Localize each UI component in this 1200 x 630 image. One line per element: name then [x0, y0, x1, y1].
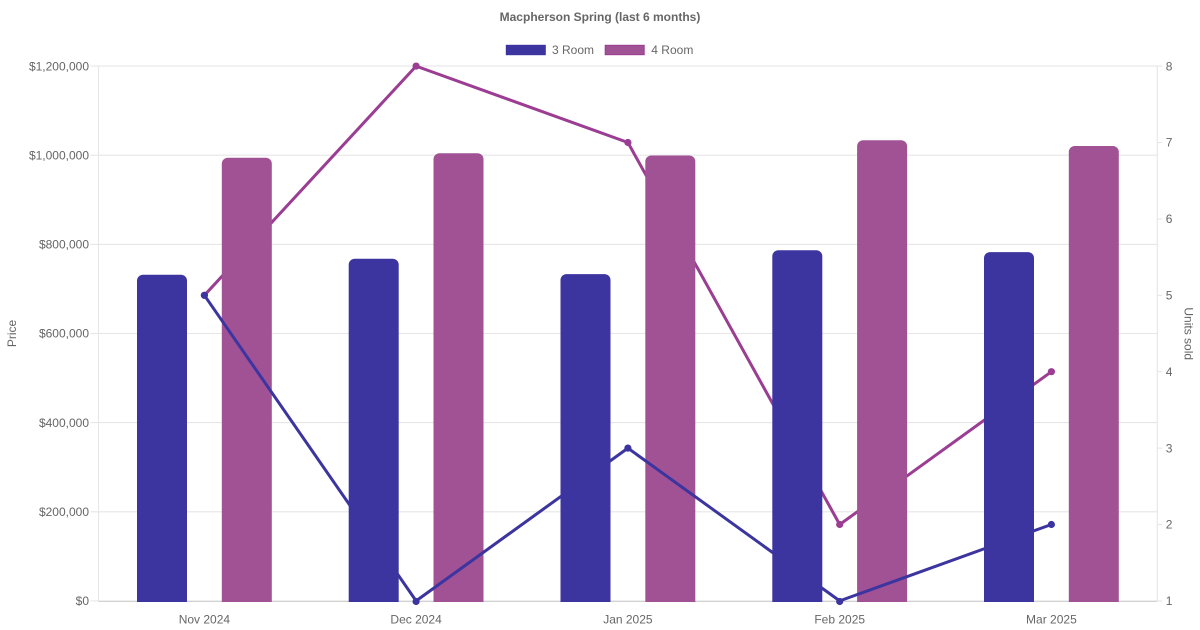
svg-text:2: 2 — [1166, 518, 1173, 532]
svg-text:4 Room: 4 Room — [651, 43, 693, 57]
svg-text:Price: Price — [5, 320, 19, 348]
svg-text:Feb 2025: Feb 2025 — [814, 612, 865, 626]
svg-text:Units sold: Units sold — [1182, 307, 1196, 360]
svg-text:8: 8 — [1166, 59, 1173, 73]
svg-text:3: 3 — [1166, 441, 1173, 455]
svg-text:Jan 2025: Jan 2025 — [603, 612, 653, 626]
svg-text:$200,000: $200,000 — [39, 505, 89, 519]
svg-text:$800,000: $800,000 — [39, 238, 89, 252]
svg-text:1: 1 — [1166, 594, 1173, 608]
svg-text:4: 4 — [1166, 365, 1173, 379]
svg-text:Mar 2025: Mar 2025 — [1026, 612, 1077, 626]
svg-text:$600,000: $600,000 — [39, 327, 89, 341]
svg-text:3 Room: 3 Room — [552, 43, 594, 57]
svg-text:Dec 2024: Dec 2024 — [390, 612, 442, 626]
svg-text:Nov 2024: Nov 2024 — [179, 612, 231, 626]
svg-text:$400,000: $400,000 — [39, 416, 89, 430]
svg-text:5: 5 — [1166, 289, 1173, 303]
svg-text:Macpherson Spring (last 6 mont: Macpherson Spring (last 6 months) — [500, 10, 701, 24]
svg-text:6: 6 — [1166, 212, 1173, 226]
svg-text:$0: $0 — [76, 594, 90, 608]
svg-text:$1,000,000: $1,000,000 — [29, 148, 89, 162]
svg-text:$1,200,000: $1,200,000 — [29, 59, 89, 73]
svg-text:7: 7 — [1166, 136, 1173, 150]
